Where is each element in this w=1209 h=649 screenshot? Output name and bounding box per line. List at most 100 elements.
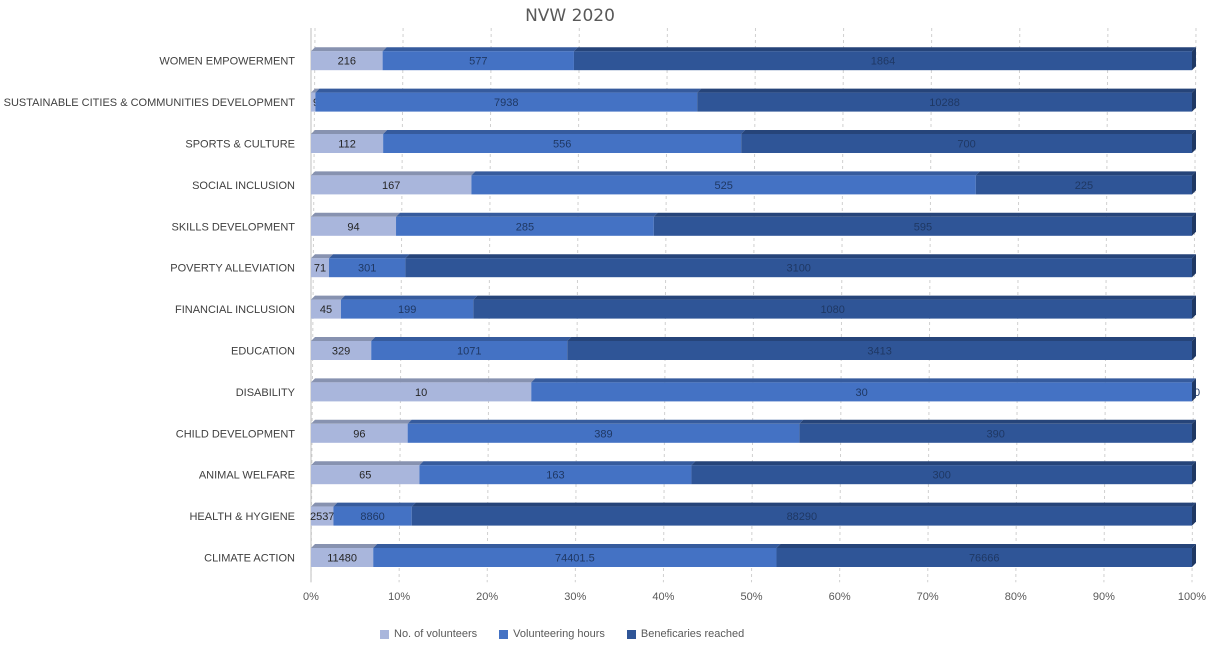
data-label: 94 <box>347 221 359 233</box>
data-label: 0 <box>1194 387 1200 399</box>
bar-top-face <box>315 88 702 93</box>
bar-segment <box>311 341 372 360</box>
category-label: SPORTS & CULTURE <box>185 139 295 151</box>
bar-segment <box>311 299 341 319</box>
data-label: 216 <box>338 56 356 68</box>
data-label: 10288 <box>929 97 960 109</box>
bar-side-face <box>1192 254 1196 278</box>
category-label: WOMEN EMPOWERMENT <box>159 56 295 68</box>
bar-segment <box>311 548 374 567</box>
bar-segment <box>311 465 420 485</box>
bar-top-face <box>691 461 1196 466</box>
x-tick-label: 50% <box>740 591 762 603</box>
legend-item: Beneficaries reached <box>626 628 744 640</box>
bar-segment <box>311 92 316 112</box>
bar-top-face <box>741 130 1196 134</box>
x-tick-label: 0% <box>303 591 319 603</box>
x-tick-label: 40% <box>652 591 674 603</box>
bar-segment <box>333 506 412 526</box>
data-label: 112 <box>338 139 356 151</box>
data-label: 71 <box>314 263 326 275</box>
data-label: 167 <box>382 180 400 192</box>
data-label: 199 <box>398 304 416 316</box>
bar-side-face <box>1192 502 1196 526</box>
category-label: SOCIAL INCLUSION <box>192 180 295 192</box>
bar-top-face <box>383 130 746 134</box>
bar-top-face <box>311 461 424 466</box>
bar-top-face <box>573 47 1196 52</box>
data-label: 225 <box>1075 180 1093 192</box>
data-label: 301 <box>358 263 376 275</box>
bar-segment <box>311 258 330 278</box>
bar-segment <box>396 216 654 236</box>
bar-top-face <box>799 419 1196 424</box>
bar-segment <box>653 216 1192 236</box>
data-label: 7938 <box>494 97 518 109</box>
data-label: 74401.5 <box>555 553 595 565</box>
chart-title: NVW 2020 <box>525 6 615 26</box>
data-label: 390 <box>986 428 1004 440</box>
bar-top-face <box>471 171 980 176</box>
bar-top-face <box>340 295 478 300</box>
bar-segment <box>383 134 742 153</box>
data-label: 163 <box>546 470 564 482</box>
legend-item: No. of volunteers <box>380 628 477 640</box>
bar-segment <box>741 134 1192 153</box>
bar-top-face <box>776 544 1196 548</box>
legend-label: Volunteering hours <box>513 628 605 640</box>
data-label: 88290 <box>787 511 818 523</box>
bar-side-face <box>1192 337 1196 360</box>
bar-segment <box>315 92 698 112</box>
bar-segment <box>311 506 334 526</box>
bar-side-face <box>1192 295 1196 319</box>
bar-top-face <box>311 47 387 52</box>
data-label: 10 <box>415 387 427 399</box>
bar-side-face <box>1192 171 1196 195</box>
bar-segment <box>411 506 1192 526</box>
bar-top-face <box>419 461 696 466</box>
bar-top-face <box>311 130 388 134</box>
data-label: 76666 <box>969 553 1000 565</box>
category-label: EDUCATION <box>231 346 295 358</box>
bar-top-face <box>473 295 1197 300</box>
legend-swatch <box>626 629 636 639</box>
legend: No. of volunteers Volunteering hours Benef… <box>380 628 744 640</box>
bar-segment <box>407 423 800 443</box>
data-label: 556 <box>553 139 571 151</box>
bar-top-face <box>311 254 334 259</box>
data-label: 577 <box>469 56 487 68</box>
category-label: CLIMATE ACTION <box>204 553 295 565</box>
x-tick-label: 80% <box>1005 591 1027 603</box>
data-label: 1864 <box>871 56 895 68</box>
category-label: SUSTAINABLE CITIES & COMMUNITIES DEVELOP… <box>4 97 296 109</box>
bar-top-face <box>371 337 572 341</box>
bar-segment <box>473 299 1193 319</box>
data-label: 65 <box>359 470 371 482</box>
bar-segment <box>531 382 1192 402</box>
bar-side-face <box>1192 378 1196 402</box>
legend-item: Volunteering hours <box>499 628 605 640</box>
bar-segment <box>799 423 1192 443</box>
bar-top-face <box>311 295 345 300</box>
bar-segment <box>311 423 408 443</box>
bar-side-face <box>1192 461 1196 485</box>
category-label: FINANCIAL INCLUSION <box>175 304 295 316</box>
bar-segment <box>373 548 777 567</box>
category-label: POVERTY ALLEVIATION <box>170 263 295 275</box>
x-tick-label: 60% <box>829 591 851 603</box>
bar-top-face <box>311 378 536 383</box>
bar-top-face <box>697 88 1196 93</box>
x-tick-label: 70% <box>917 591 939 603</box>
bar-top-face <box>975 171 1196 176</box>
data-label: 389 <box>594 428 612 440</box>
category-label: DISABILITY <box>236 387 296 399</box>
bar-top-face <box>396 212 658 217</box>
bar-top-face <box>333 502 416 507</box>
bar-segment <box>691 465 1192 485</box>
bar-segment <box>371 341 568 360</box>
bar-segment <box>697 92 1192 112</box>
bar-segment <box>311 175 472 195</box>
bar-side-face <box>1192 212 1196 236</box>
bar-top-face <box>311 502 338 507</box>
bar-segment <box>567 341 1192 360</box>
